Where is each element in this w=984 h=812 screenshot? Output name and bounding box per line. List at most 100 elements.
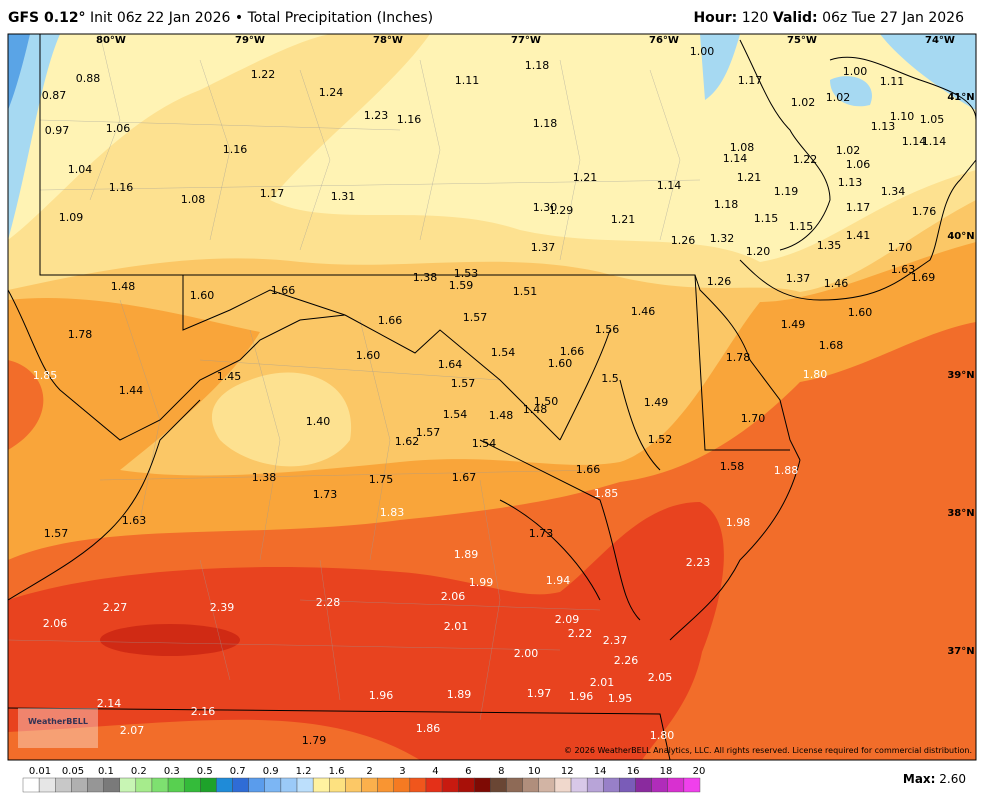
colorbar-swatch	[248, 777, 265, 793]
colorbar-swatch	[538, 777, 556, 793]
copyright: © 2026 WeatherBELL Analytics, LLC. All r…	[564, 746, 972, 755]
colorbar-swatch	[425, 777, 443, 793]
point-value: 1.78	[726, 351, 751, 364]
point-value: 1.10	[890, 110, 915, 123]
point-value: 1.94	[546, 574, 571, 587]
colorbar-swatch	[441, 777, 459, 793]
point-value: 1.98	[726, 516, 751, 529]
colorbar-swatch	[38, 777, 56, 793]
point-value: 1.68	[819, 339, 844, 352]
point-value: 1.34	[881, 185, 906, 198]
point-value: 1.38	[252, 471, 277, 484]
point-value: 1.60	[356, 349, 381, 362]
point-value: 1.73	[529, 527, 554, 540]
point-value: 1.04	[68, 163, 93, 176]
point-value: 1.52	[648, 433, 673, 446]
point-value: 1.31	[331, 190, 356, 203]
point-value: 1.21	[611, 213, 636, 226]
colorbar-swatch	[312, 777, 330, 793]
point-value: 1.02	[791, 96, 816, 109]
colorbar-swatch	[361, 777, 378, 793]
colorbar-label: 3	[399, 766, 405, 777]
point-value: 2.07	[120, 724, 145, 737]
point-value: 1.58	[720, 460, 745, 473]
colorbar-label: 1.2	[296, 766, 312, 777]
colorbar-swatch	[490, 777, 507, 793]
point-value: 1.80	[803, 368, 828, 381]
band-2-5	[100, 624, 240, 656]
point-value: 1.09	[59, 211, 84, 224]
colorbar-label: 0.1	[98, 766, 114, 777]
point-value: 2.00	[514, 647, 539, 660]
point-value: 1.79	[302, 734, 327, 747]
valid: 06z Tue 27 Jan 2026	[822, 10, 964, 26]
longitude-label: 75°W	[787, 35, 817, 46]
point-value: 2.09	[555, 613, 580, 626]
point-value: 2.05	[648, 671, 673, 684]
point-value: 1.60	[190, 289, 215, 302]
point-value: 1.18	[525, 59, 550, 72]
band-blue-ne	[700, 34, 976, 110]
point-value: 1.14	[902, 135, 927, 148]
point-value: 1.96	[369, 689, 394, 702]
longitude-label: 78°W	[373, 35, 403, 46]
colorbar-swatch	[216, 777, 233, 793]
point-value: 1.75	[369, 473, 394, 486]
colorbar-swatch	[603, 777, 620, 793]
point-value: 1.17	[738, 74, 763, 87]
colorbar-swatch	[71, 777, 88, 793]
point-value: 1.08	[730, 141, 755, 154]
hour-label: Hour:	[693, 10, 737, 26]
point-value: 1.54	[472, 437, 497, 450]
point-value: 1.22	[793, 153, 818, 166]
colorbar-swatch	[667, 777, 685, 793]
point-value: 1.16	[397, 113, 422, 126]
point-value: 1.11	[880, 75, 905, 88]
point-value: 1.20	[746, 245, 771, 258]
colorbar-label: 10	[528, 766, 541, 777]
point-value: 0.87	[42, 89, 67, 102]
point-value: 1.46	[631, 305, 656, 318]
colorbar-label: 0.05	[62, 766, 84, 777]
point-value: 1.40	[306, 415, 331, 428]
header-right: Hour: 120 Valid: 06z Tue 27 Jan 2026	[693, 10, 964, 26]
point-value: 1.59	[449, 279, 474, 292]
point-value: 2.37	[603, 634, 628, 647]
colorbar-swatch	[522, 777, 540, 793]
point-value: 1.83	[380, 506, 405, 519]
point-value: 1.14	[922, 135, 947, 148]
colorbar-swatch	[619, 777, 636, 793]
point-value: 2.06	[441, 590, 466, 603]
latitude-label: 40°N	[947, 231, 974, 242]
colorbar-label: 2	[366, 766, 372, 777]
point-value: 0.97	[45, 124, 70, 137]
colorbar-swatch	[167, 777, 185, 793]
point-value: 1.57	[463, 311, 488, 324]
point-value: 1.54	[443, 408, 468, 421]
band-2	[8, 502, 724, 760]
point-value: 2.16	[191, 705, 216, 718]
colorbar-swatch	[409, 777, 427, 793]
header-left: GFS 0.12° Init 06z 22 Jan 2026 • Total P…	[8, 10, 433, 26]
colorbar-label: 0.01	[29, 766, 51, 777]
point-value: 2.23	[686, 556, 711, 569]
point-value: 1.30	[533, 201, 558, 214]
band-blue-dark	[8, 34, 30, 110]
colorbar-swatch	[345, 777, 362, 793]
colorbar-label: 6	[465, 766, 471, 777]
colorbar-swatch	[200, 777, 217, 793]
colorbar-label: 8	[498, 766, 504, 777]
point-value: 1.18	[714, 198, 739, 211]
point-value: 1.63	[891, 263, 916, 276]
point-value: 1.53	[454, 267, 479, 280]
point-value: 1.66	[576, 463, 601, 476]
point-value: 1.37	[786, 272, 811, 285]
colorbar-swatch	[119, 777, 137, 793]
point-value: 1.44	[119, 384, 144, 397]
band-1-2-patch	[211, 372, 352, 467]
point-value: 1.05	[920, 113, 945, 126]
point-value: 1.06	[846, 158, 871, 171]
point-value: 1.80	[650, 729, 675, 742]
point-value: 1.38	[413, 271, 438, 284]
colorbar-swatch	[377, 777, 394, 793]
